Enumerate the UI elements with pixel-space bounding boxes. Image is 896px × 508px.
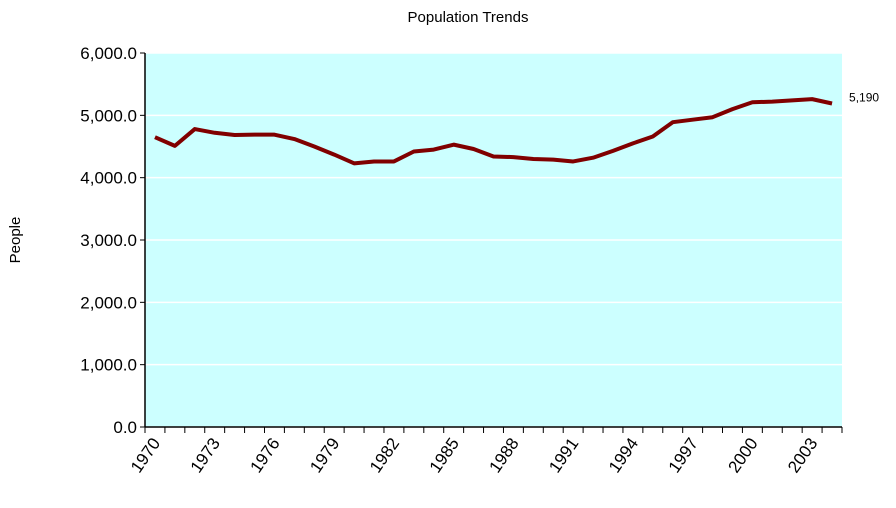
- chart-title: Population Trends: [408, 9, 529, 26]
- x-tick-label: 2000: [724, 434, 761, 476]
- y-tick-label: 4,000.0: [80, 169, 137, 188]
- y-tick-label: 2,000.0: [80, 293, 137, 312]
- y-axis-label: People: [7, 217, 24, 264]
- y-tick-label: 6,000.0: [80, 44, 137, 63]
- x-tick-label: 1982: [366, 434, 403, 476]
- x-tick-label: 1994: [605, 434, 642, 476]
- x-tick-label: 1973: [187, 434, 224, 476]
- line: [154, 97, 833, 166]
- x-tick-label: 1985: [426, 434, 463, 476]
- y-tick-label: 0.0: [113, 418, 137, 437]
- x-tick-label: 1988: [485, 434, 522, 476]
- x-tick-label: 1991: [545, 434, 582, 476]
- y-tick-label: 3,000.0: [80, 231, 137, 250]
- x-tick-label: 1979: [306, 434, 343, 476]
- x-tick-label: 2003: [784, 434, 821, 476]
- x-tick-label: 1997: [665, 434, 702, 476]
- x-tick-label: 1970: [127, 434, 164, 476]
- x-tick-label: 1976: [246, 434, 283, 476]
- y-tick-label: 1,000.0: [80, 356, 137, 375]
- y-tick-label: 5,000.0: [80, 106, 137, 125]
- data-label: 5,190: [849, 90, 879, 104]
